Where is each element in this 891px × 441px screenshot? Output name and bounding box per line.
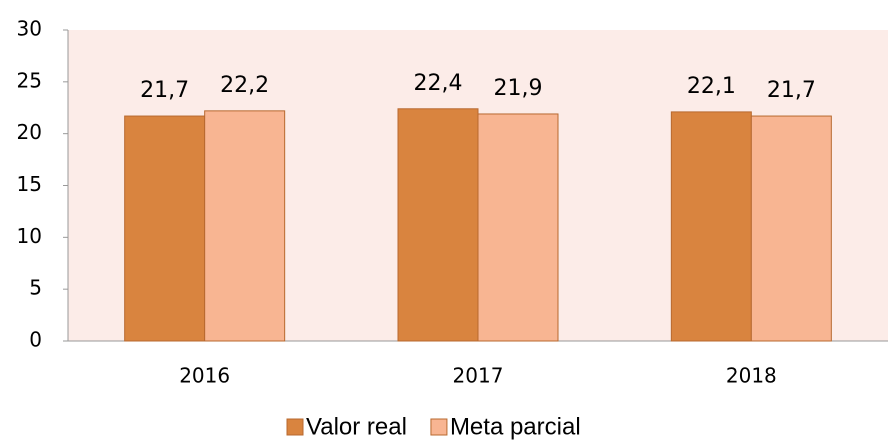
x-tick-label: 2018 [726,364,777,388]
y-tick-label: 10 [17,224,42,248]
x-tick-label: 2017 [453,364,504,388]
y-tick-label: 30 [17,17,42,41]
bar [750,115,832,342]
legend-swatch [286,418,304,436]
legend-label: Valor real [306,413,407,440]
y-tick-label: 25 [17,68,42,92]
data-label: 22,2 [220,73,269,98]
bar [204,110,286,342]
bar [477,113,559,342]
data-label: 21,7 [140,78,189,103]
y-tick-label: 15 [17,172,42,196]
data-label: 21,7 [767,78,816,103]
y-tick-label: 0 [29,328,42,352]
data-label: 21,9 [494,76,543,101]
data-label: 22,4 [414,71,463,96]
x-tick-label: 2016 [179,364,230,388]
y-tick-label: 5 [29,276,42,300]
bar [124,115,206,342]
y-tick-label: 20 [17,120,42,144]
bar [670,111,752,342]
legend-label: Meta parcial [450,413,581,440]
data-label: 22,1 [687,74,736,99]
bar [397,108,479,342]
legend-swatch [430,418,448,436]
